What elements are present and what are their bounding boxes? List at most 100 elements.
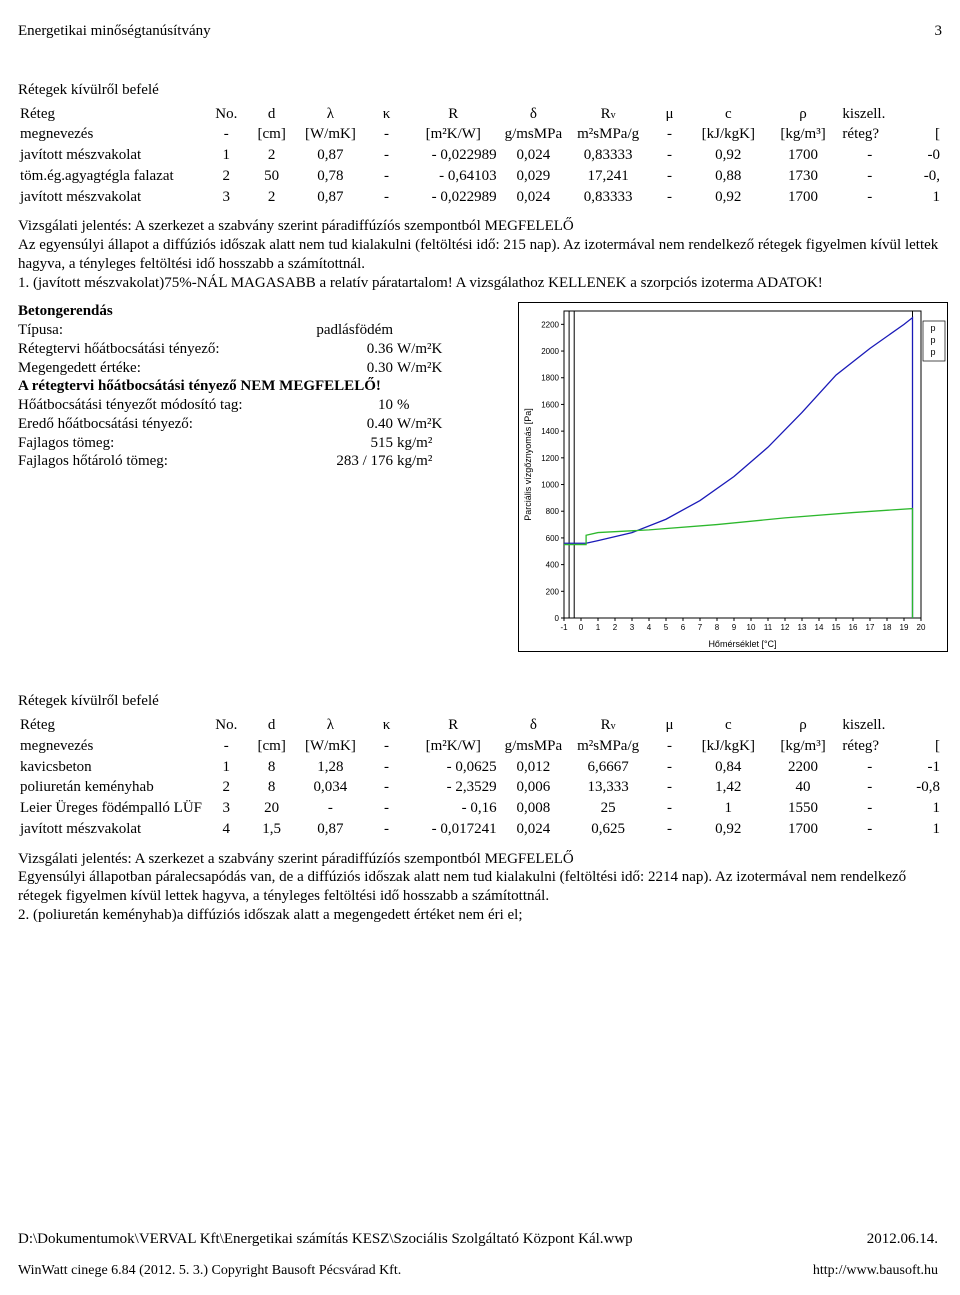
page-number: 3 [935,22,943,41]
table-cell: - [648,819,691,840]
table-cell: 2 [248,187,296,208]
svg-text:Parciális vízgőznyomás [Pa]: Parciális vízgőznyomás [Pa] [523,408,533,521]
property-value: 0.40 [273,415,393,434]
report-line: Vizsgálati jelentés: A szerkezet a szabv… [18,217,942,236]
property-value: 0.36 [273,340,393,359]
table-cell: - [365,166,408,187]
file-path: D:\Dokumentumok\VERVAL Kft\Energetikai s… [18,1230,633,1249]
table-cell: - [648,187,691,208]
table-cell: 17,241 [568,166,648,187]
table-cell: 1 [899,819,942,840]
col-kiszell: kiszell. [840,104,899,125]
table-cell: 25 [568,798,648,819]
table-row: javított mészvakolat320,87-- 0,0229890,0… [18,187,942,208]
col-rho: ρ [766,104,841,125]
table-cell: 0,83333 [568,187,648,208]
property-label: Típusa: [18,321,273,340]
col-name-2: megnevezés [18,124,205,145]
svg-text:15: 15 [832,623,841,632]
analysis-block-2: Vizsgálati jelentés: A szerkezet a szabv… [18,850,942,925]
table-row: Leier Üreges födémpalló LÜF320--- 0,160,… [18,798,942,819]
table-cell: 1,5 [248,819,296,840]
table-cell: 0,625 [568,819,648,840]
table-header-row-1: Réteg No. d λ κ R δ Rv μ c ρ kiszell. [18,104,942,125]
table-cell: 0,012 [499,757,568,778]
property-row: Típusa:padlásfödém [18,321,508,340]
table-cell: -0 [899,145,942,166]
table-cell: javított mészvakolat [18,819,205,840]
table-cell: töm.ég.agyagtégla falazat [18,166,205,187]
property-label: Eredő hőátbocsátási tényező: [18,415,273,434]
table-cell: 1700 [766,187,841,208]
svg-text:p: p [930,323,935,333]
unit-dash3: - [648,124,691,145]
table-cell: - [648,798,691,819]
svg-text:1800: 1800 [541,374,559,383]
app-url: http://www.bausoft.hu [813,1262,938,1280]
table-cell: - [365,187,408,208]
col-R: R [408,104,499,125]
svg-text:-1: -1 [560,623,568,632]
property-label: A rétegtervi hőátbocsátási tényező NEM M… [18,377,381,396]
svg-text:19: 19 [900,623,909,632]
table-cell: - 0,64103 [408,166,499,187]
table-cell: - 2,3529 [408,777,499,798]
svg-text:1: 1 [596,623,601,632]
col-name: Réteg [18,104,205,125]
svg-text:20: 20 [917,623,926,632]
property-label: Fajlagos tömeg: [18,434,273,453]
svg-text:1200: 1200 [541,454,559,463]
table-cell: 2 [248,145,296,166]
table-cell: 1 [205,145,248,166]
col-mu: μ [648,104,691,125]
svg-text:600: 600 [546,534,560,543]
unit-d: [cm] [248,124,296,145]
table-cell: 0,92 [691,145,766,166]
document-header: Energetikai minőségtanúsítvány 3 [18,22,942,41]
table-cell: javított mészvakolat [18,145,205,166]
svg-text:17: 17 [866,623,875,632]
table-cell: 8 [248,757,296,778]
property-row: Hőátbocsátási tényezőt módosító tag:10% [18,396,508,415]
svg-text:10: 10 [747,623,756,632]
table-row: kavicsbeton181,28-- 0,06250,0126,6667-0,… [18,757,942,778]
svg-text:1400: 1400 [541,427,559,436]
table-cell: - 0,0625 [408,757,499,778]
property-label: Hőátbocsátási tényezőt módosító tag: [18,396,273,415]
svg-text:14: 14 [815,623,824,632]
col-no: No. [205,104,248,125]
table-cell: 0,034 [296,777,365,798]
table-header-row-2: megnevezés - [cm] [W/mK] - [m²K/W] g/msM… [18,736,942,757]
table-cell: 0,008 [499,798,568,819]
svg-text:18: 18 [883,623,892,632]
table-cell: 1550 [766,798,841,819]
svg-text:2200: 2200 [541,321,559,330]
table-cell: - [840,819,899,840]
table-cell: 40 [766,777,841,798]
table-cell: - 0,022989 [408,187,499,208]
table-cell: 0,029 [499,166,568,187]
property-row: A rétegtervi hőátbocsátási tényező NEM M… [18,377,508,396]
app-info: WinWatt cinege 6.84 (2012. 5. 3.) Copyri… [18,1262,401,1280]
svg-text:5: 5 [664,623,669,632]
svg-text:7: 7 [698,623,703,632]
table-cell: 0,84 [691,757,766,778]
table-cell: 1 [691,798,766,819]
svg-text:200: 200 [546,588,560,597]
table-cell: 0,87 [296,145,365,166]
table-cell: - [648,166,691,187]
svg-text:Hőmérséklet [°C]: Hőmérséklet [°C] [708,639,776,649]
table-cell: 13,333 [568,777,648,798]
table-cell: 2 [205,777,248,798]
properties-block: Betongerendás Típusa:padlásfödémRétegter… [18,302,508,652]
svg-text:0: 0 [555,614,560,623]
table-cell: - [365,798,408,819]
svg-text:800: 800 [546,507,560,516]
table-cell: - [840,757,899,778]
report-line: 1. (javított mészvakolat)75%-NÁL MAGASAB… [18,274,942,293]
table-cell: - 0,022989 [408,145,499,166]
svg-text:11: 11 [764,623,773,632]
table-cell: 8 [248,777,296,798]
property-row: Eredő hőátbocsátási tényező:0.40W/m²K [18,415,508,434]
table-header-row-2: megnevezés - [cm] [W/mK] - [m²K/W] g/msM… [18,124,942,145]
